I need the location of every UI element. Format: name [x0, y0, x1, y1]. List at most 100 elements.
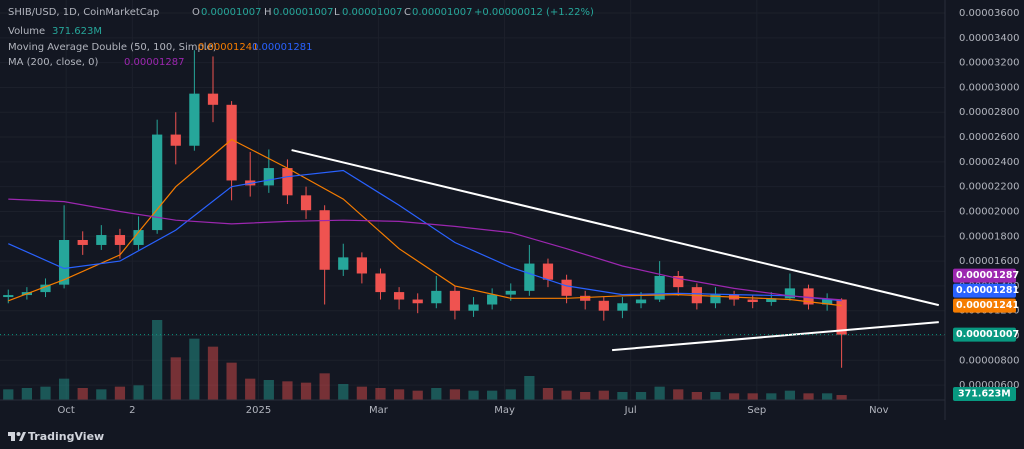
price-badge-label: 0.00001007	[956, 329, 1019, 340]
candle-body	[747, 299, 758, 303]
moving-average-line	[8, 138, 842, 307]
y-tick-label: 0.00000800	[959, 355, 1019, 366]
logo-part	[16, 432, 21, 436]
volume-bar	[803, 393, 814, 400]
candle-body	[449, 290, 461, 311]
volume-bar	[207, 346, 219, 400]
volume-bar	[338, 384, 349, 400]
candle-body	[133, 230, 144, 245]
volume-bar	[654, 386, 665, 400]
y-tick-label: 0.00001800	[959, 231, 1019, 242]
candle-body	[766, 298, 777, 303]
volume-bar	[561, 390, 572, 400]
volume-bar	[617, 392, 628, 400]
h-key: H	[264, 7, 272, 18]
candle-body	[282, 168, 293, 196]
volume-bar	[114, 386, 126, 400]
candle-body	[505, 290, 516, 295]
y-tick-label: 0.00003400	[959, 33, 1019, 44]
candle-body	[635, 299, 647, 304]
candle-body	[468, 304, 479, 311]
volume-bar	[393, 389, 405, 400]
change: +0.00000012 (+1.22%)	[474, 7, 594, 18]
candle-body	[617, 303, 628, 311]
price-badge-label: 0.00001241	[956, 300, 1019, 311]
y-tick-label: 0.00003000	[959, 82, 1019, 93]
volume-bar	[3, 389, 14, 400]
volume-bar	[40, 386, 51, 400]
candle-body	[77, 240, 88, 245]
candle-body	[412, 299, 423, 304]
candle-body	[542, 263, 554, 280]
candle-body	[226, 104, 237, 181]
volume-bar	[189, 338, 200, 400]
volume-bar	[673, 389, 684, 400]
candle-body	[40, 284, 51, 293]
volume-bar	[784, 390, 796, 400]
y-tick-label: 0.00001600	[959, 256, 1019, 267]
moving-average-line	[8, 198, 842, 301]
ma100-value: 0.00001281	[252, 42, 312, 53]
candle-body	[152, 134, 163, 231]
x-tick-label: Sep	[747, 405, 766, 416]
volume-bar	[226, 362, 237, 400]
y-tick-label: 0.00000600	[959, 380, 1019, 391]
volume-bar	[96, 389, 107, 400]
volume-bar	[728, 393, 740, 400]
y-tick-label: 0.00003600	[959, 8, 1019, 19]
volume-badge-label: 371.623M	[958, 389, 1011, 400]
l-key: L	[334, 7, 340, 18]
volume-bar	[58, 378, 70, 400]
x-tick-label: Jul	[624, 405, 637, 416]
ma200-name: MA (200, close, 0)	[8, 57, 98, 68]
brand-name: TradingView	[28, 430, 104, 443]
candle-body	[114, 235, 126, 245]
volume-bar	[263, 380, 274, 400]
candle-body	[300, 195, 312, 211]
candle-body	[189, 93, 200, 146]
volume-bar	[412, 390, 423, 400]
volume-bar	[319, 373, 330, 400]
ma-double-name: Moving Average Double (50, 100, Simple)	[8, 42, 217, 53]
volume-bar	[710, 392, 721, 400]
price-badge	[953, 268, 1016, 283]
x-tick-label: Nov	[869, 405, 889, 416]
volume-bar	[21, 388, 32, 400]
candle-body	[654, 275, 665, 300]
candle-body	[207, 93, 219, 105]
c-value: 0.00001007	[412, 7, 472, 18]
ma200-value: 0.00001287	[124, 57, 184, 68]
volume-bar	[468, 390, 479, 400]
x-tick-label: Mar	[369, 405, 389, 416]
candle-body	[375, 273, 386, 293]
o-value: 0.00001007	[201, 7, 261, 18]
brand: TradingView	[8, 430, 104, 443]
candle-body	[3, 295, 14, 298]
candle-body	[319, 210, 330, 270]
y-tick-label: 0.00002000	[959, 206, 1019, 217]
c-key: C	[404, 7, 411, 18]
volume-bar	[170, 357, 181, 400]
y-tick-label: 0.00002800	[959, 107, 1019, 118]
volume-bar	[487, 390, 498, 400]
volume-bar	[375, 388, 386, 400]
symbol: SHIB/USD, 1D, CoinMarketCap	[8, 7, 159, 18]
x-tick-label: 2025	[246, 405, 271, 416]
volume-bar	[133, 385, 144, 400]
logo-part	[11, 432, 15, 441]
volume-bar	[836, 395, 847, 400]
price-badge	[953, 327, 1016, 342]
volume-value: 371.623M	[52, 26, 102, 37]
x-tick-label: 2	[129, 405, 135, 416]
volume-bar	[356, 386, 367, 400]
candle-body	[431, 290, 442, 304]
candle-body	[393, 292, 405, 300]
volume-bar	[598, 390, 609, 400]
price-badge	[953, 283, 1016, 298]
volume-badge	[953, 387, 1016, 401]
candle-body	[784, 288, 796, 299]
candle-body	[487, 294, 498, 305]
volume-bar	[822, 393, 833, 400]
trendline	[611, 321, 939, 352]
